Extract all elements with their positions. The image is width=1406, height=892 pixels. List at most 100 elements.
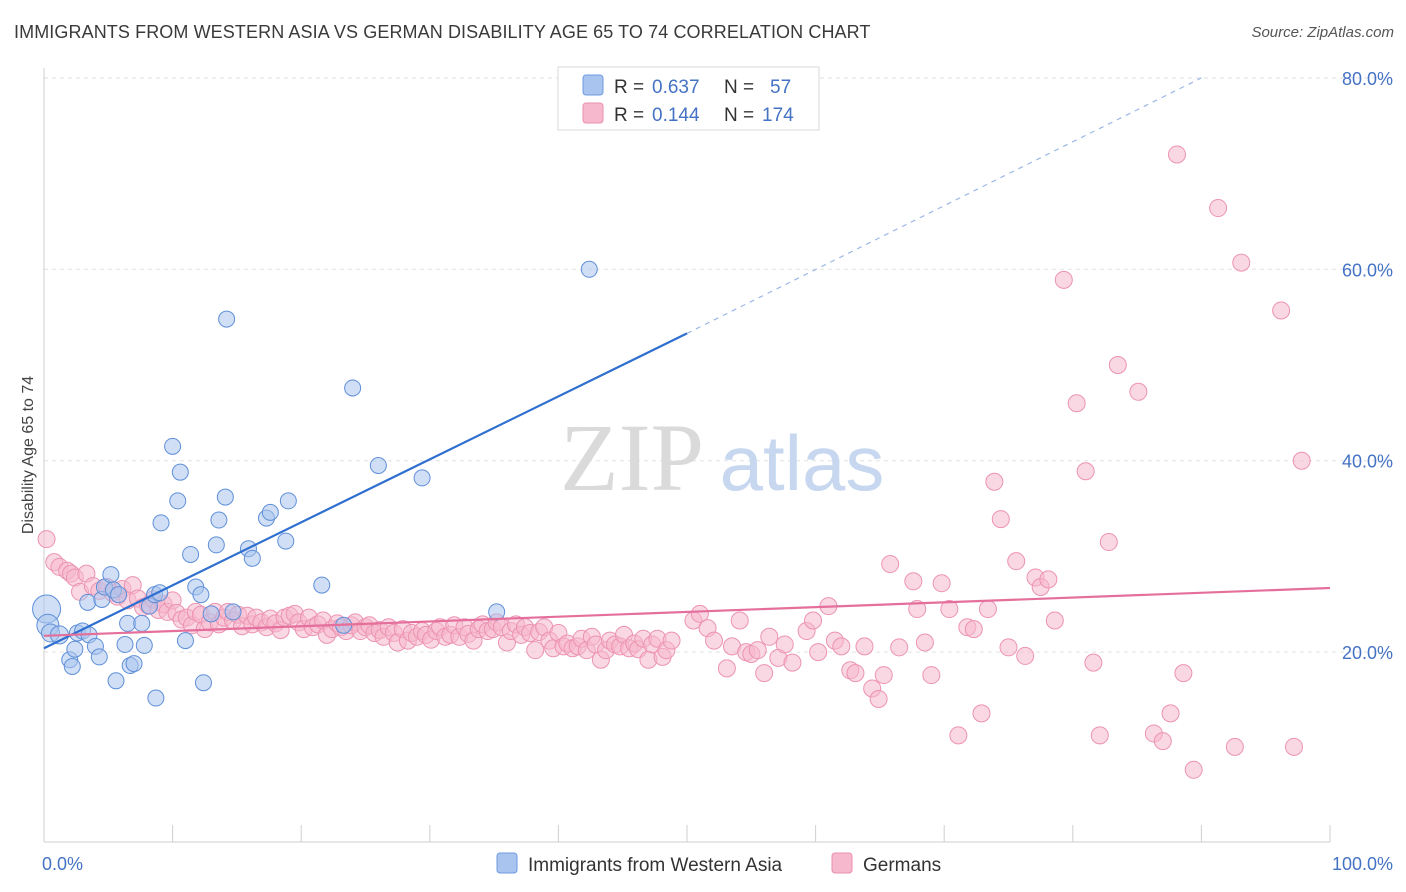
point-germans-186 bbox=[1129, 382, 1148, 401]
point-germans-157 bbox=[881, 555, 900, 574]
trend-lines bbox=[43, 77, 1331, 650]
point-germans-191 bbox=[1174, 664, 1193, 683]
legend-label-immigrants: Immigrants from Western Asia bbox=[528, 855, 783, 876]
point-germans-182 bbox=[1084, 653, 1103, 672]
legend-n-value-blue: 57 bbox=[770, 77, 791, 98]
point-germans-178 bbox=[1045, 611, 1064, 630]
point-germans-162 bbox=[922, 666, 941, 685]
trend-line-germans bbox=[43, 586, 1331, 637]
point-immigrants-42 bbox=[218, 310, 236, 328]
point-germans-134 bbox=[717, 659, 736, 678]
point-germans-185 bbox=[1108, 356, 1127, 374]
point-immigrants-5 bbox=[63, 657, 81, 675]
point-immigrants-56 bbox=[580, 260, 598, 278]
point-germans-196 bbox=[1272, 301, 1291, 320]
point-germans-180 bbox=[1067, 394, 1086, 413]
point-germans-173 bbox=[1007, 552, 1026, 571]
point-germans-161 bbox=[915, 633, 934, 652]
point-germans-156 bbox=[874, 666, 893, 685]
point-germans-147 bbox=[809, 643, 828, 662]
legend-r-label-pink: R = bbox=[614, 105, 644, 126]
point-immigrants-29 bbox=[152, 514, 170, 532]
point-immigrants-49 bbox=[279, 492, 297, 510]
point-germans-190 bbox=[1167, 145, 1186, 164]
legend-n-label-pink: N = bbox=[724, 105, 754, 126]
point-immigrants-17 bbox=[107, 672, 125, 690]
chart-title: IMMIGRANTS FROM WESTERN ASIA VS GERMAN D… bbox=[14, 22, 871, 42]
point-immigrants-23 bbox=[133, 614, 151, 632]
watermark-atlas: atlas bbox=[720, 419, 885, 507]
point-germans-195 bbox=[1232, 253, 1251, 272]
legend-swatch-germans bbox=[831, 852, 853, 874]
point-germans-169 bbox=[978, 600, 997, 619]
point-immigrants-50 bbox=[313, 576, 331, 594]
point-germans-165 bbox=[949, 726, 968, 745]
point-immigrants-36 bbox=[192, 586, 210, 604]
point-immigrants-39 bbox=[207, 536, 225, 554]
point-immigrants-24 bbox=[135, 636, 153, 654]
point-immigrants-12 bbox=[90, 648, 108, 666]
y-tick-label-3: 80.0% bbox=[1342, 69, 1393, 89]
axes bbox=[43, 68, 1331, 843]
point-immigrants-33 bbox=[176, 632, 194, 650]
point-immigrants-55 bbox=[488, 603, 506, 621]
point-germans-140 bbox=[755, 664, 774, 683]
y-tick-label-2: 60.0% bbox=[1342, 260, 1393, 280]
point-germans-189 bbox=[1161, 704, 1180, 723]
point-immigrants-52 bbox=[344, 379, 362, 397]
point-germans-167 bbox=[964, 620, 983, 639]
point-immigrants-48 bbox=[277, 532, 295, 550]
legend-n-label-blue: N = bbox=[724, 77, 754, 98]
point-germans-144 bbox=[783, 653, 802, 672]
x-tick-label-1: 100.0% bbox=[1332, 854, 1393, 874]
point-germans-155 bbox=[869, 689, 888, 708]
legend-swatch-pink bbox=[582, 102, 604, 124]
point-immigrants-31 bbox=[169, 492, 187, 510]
point-germans-0 bbox=[37, 530, 56, 549]
point-immigrants-40 bbox=[210, 511, 228, 529]
legend-r-value-pink: 0.144 bbox=[652, 105, 700, 126]
point-germans-163 bbox=[932, 574, 951, 593]
legend-swatch-immigrants bbox=[496, 852, 518, 874]
point-germans-100 bbox=[526, 641, 545, 660]
point-immigrants-27 bbox=[147, 689, 165, 707]
point-germans-174 bbox=[1016, 646, 1035, 665]
point-immigrants-30 bbox=[164, 437, 182, 455]
point-immigrants-18 bbox=[110, 586, 128, 604]
point-germans-150 bbox=[832, 637, 851, 656]
point-immigrants-37 bbox=[194, 674, 212, 692]
point-immigrants-34 bbox=[182, 545, 200, 563]
point-germans-179 bbox=[1054, 270, 1073, 289]
point-immigrants-54 bbox=[413, 469, 431, 487]
series-legend: Immigrants from Western Asia Germans bbox=[496, 852, 941, 876]
point-immigrants-38 bbox=[202, 605, 220, 623]
point-germans-153 bbox=[855, 637, 874, 656]
point-germans-139 bbox=[748, 641, 767, 660]
point-germans-170 bbox=[985, 472, 1004, 491]
point-germans-141 bbox=[760, 627, 779, 646]
stats-legend: R = 0.637 N = 57 R = 0.144 N = 174 bbox=[557, 66, 820, 131]
y-axis-label: Disability Age 65 to 74 bbox=[20, 376, 37, 534]
point-immigrants-6 bbox=[66, 640, 84, 658]
point-germans-188 bbox=[1153, 732, 1172, 751]
series-germans bbox=[37, 145, 1311, 779]
source-label: Source: ZipAtlas.com bbox=[1251, 24, 1394, 41]
point-immigrants-47 bbox=[261, 503, 279, 521]
point-germans-133 bbox=[705, 631, 724, 650]
point-germans-171 bbox=[991, 510, 1010, 529]
legend-swatch-blue bbox=[582, 74, 604, 96]
point-germans-172 bbox=[999, 638, 1018, 657]
point-germans-194 bbox=[1225, 737, 1244, 756]
watermark-zip: ZIP bbox=[560, 404, 704, 511]
x-tick-label-0: 0.0% bbox=[42, 854, 83, 874]
y-tick-label-1: 40.0% bbox=[1342, 452, 1393, 472]
point-immigrants-22 bbox=[125, 655, 143, 673]
y-tick-label-0: 20.0% bbox=[1342, 643, 1393, 663]
point-immigrants-53 bbox=[369, 456, 387, 474]
y-tick-labels: 20.0% 40.0% 60.0% 80.0% bbox=[1342, 69, 1393, 663]
grid-lines bbox=[44, 77, 1392, 653]
point-germans-198 bbox=[1292, 451, 1311, 470]
point-germans-143 bbox=[775, 635, 794, 654]
point-germans-158 bbox=[890, 638, 909, 657]
point-germans-177 bbox=[1039, 570, 1058, 589]
